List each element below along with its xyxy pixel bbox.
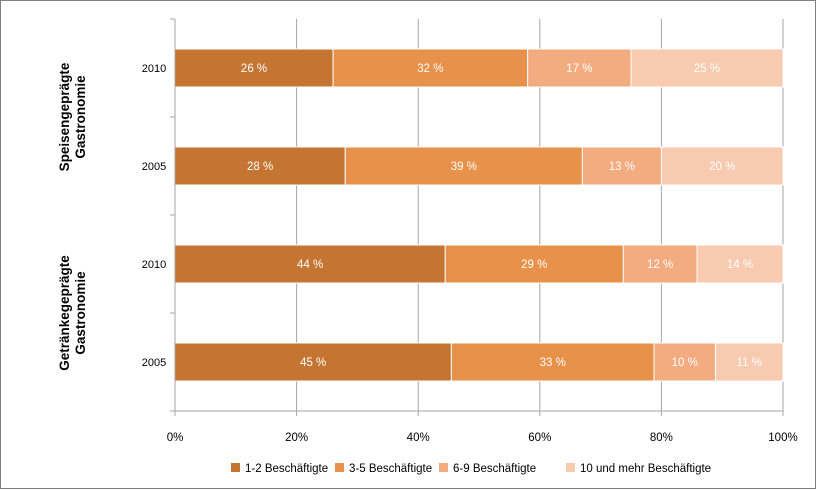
- bar-segment: [527, 48, 632, 88]
- data-label: 25 %: [694, 63, 720, 75]
- data-label: 33 %: [540, 357, 566, 369]
- bar-segment: [344, 146, 583, 186]
- category-label: 2005: [142, 161, 166, 173]
- group-label-line: Speisengeprägte: [57, 62, 72, 171]
- data-label: 44 %: [297, 259, 323, 271]
- bar-segment: [174, 244, 446, 284]
- bar-segment: [622, 244, 698, 284]
- data-label: 29 %: [521, 259, 547, 271]
- x-tick-label: 40%: [407, 432, 430, 444]
- group-label-line: Gastronomie: [73, 271, 88, 355]
- x-tick-label: 20%: [285, 432, 308, 444]
- x-tick-label: 0%: [167, 432, 184, 444]
- legend-label: 6-9 Beschäftigte: [453, 463, 536, 475]
- data-label: 10 %: [672, 357, 698, 369]
- legend-swatch: [439, 463, 448, 472]
- axes: 0% 20% 40% 60% 80% 100% 2010 2005 Speisengeprägt…: [57, 18, 798, 444]
- bar-segment: [174, 146, 346, 186]
- x-tick-label: 60%: [528, 432, 551, 444]
- bars: 26 % 32 % 17 % 25 % 28 % 39 % 13 % 20 % 44 % 29 %…: [174, 48, 784, 382]
- group-label: GetränkegeprägteGastronomie: [57, 255, 88, 371]
- x-tick-label: 80%: [650, 432, 673, 444]
- legend-swatch: [335, 463, 344, 472]
- data-label: 11 %: [737, 357, 762, 369]
- category-label: 2010: [142, 259, 166, 271]
- category-label: 2010: [142, 63, 166, 75]
- x-tick-label: 100%: [768, 432, 797, 444]
- data-label: 12 %: [647, 259, 673, 271]
- data-label: 20 %: [709, 161, 735, 173]
- bar-segment: [581, 146, 662, 186]
- data-label: 13 %: [609, 161, 635, 173]
- bar-segment: [174, 48, 334, 88]
- bar-segment: [714, 342, 784, 382]
- data-label: 26 %: [241, 63, 267, 75]
- legend-label: 10 und mehr Beschäftigte: [580, 463, 711, 475]
- data-label: 39 %: [451, 161, 477, 173]
- group-label-line: Gastronomie: [73, 75, 88, 159]
- data-label: 17 %: [566, 63, 592, 75]
- legend: 1-2 Beschäftigte 3-5 Beschäftigte 6-9 Besc…: [231, 463, 711, 475]
- legend-label: 1-2 Beschäftigte: [245, 463, 328, 475]
- legend-swatch: [566, 463, 575, 472]
- bar-segment: [653, 342, 716, 382]
- group-label: SpeisengeprägteGastronomie: [57, 62, 88, 171]
- legend-label: 3-5 Beschäftigte: [349, 463, 432, 475]
- group-label-line: Getränkegeprägte: [57, 255, 72, 371]
- category-label: 2005: [142, 357, 166, 369]
- bar-segment: [660, 146, 784, 186]
- data-label: 32 %: [417, 63, 443, 75]
- bar-segment: [696, 244, 784, 284]
- legend-swatch: [231, 463, 240, 472]
- data-label: 45 %: [300, 357, 326, 369]
- bar-segment: [630, 48, 784, 88]
- data-label: 14 %: [727, 259, 753, 271]
- bar-segment: [332, 48, 529, 88]
- data-label: 28 %: [247, 161, 273, 173]
